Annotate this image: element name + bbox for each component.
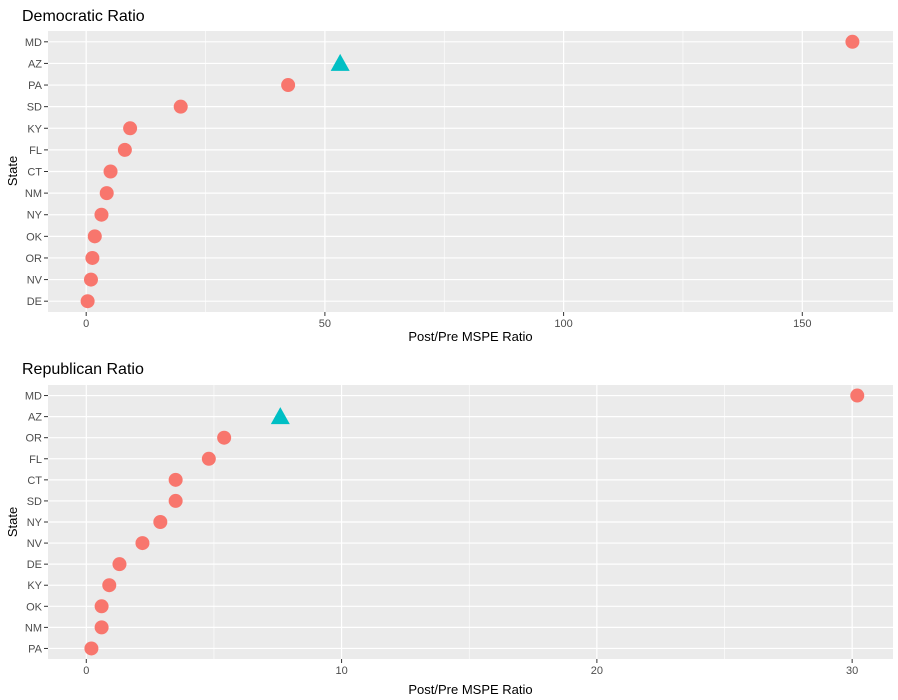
circle-point	[153, 515, 168, 529]
y-axis-label: State	[5, 156, 20, 186]
y-tick-label: OR	[26, 253, 43, 265]
x-axis-ticks: 0 10 20 30	[83, 659, 858, 677]
y-tick-label: CT	[27, 475, 42, 487]
x-axis-label: Post/Pre MSPE Ratio	[408, 682, 532, 697]
y-axis-ticks: MD AZ PA SD KY FL CT NM NY OK OR NV DE	[25, 37, 48, 308]
circle-point	[201, 451, 216, 466]
triangle-point	[270, 407, 290, 425]
y-tick-label: CT	[27, 167, 42, 179]
circle-point	[94, 620, 109, 635]
grid-lines	[48, 385, 893, 659]
x-tick-label: 0	[83, 318, 89, 330]
circle-point	[99, 186, 114, 201]
circle-point	[85, 250, 100, 265]
y-tick-label: AZ	[28, 412, 42, 424]
circle-point	[87, 229, 102, 244]
x-axis-ticks: 0 50 100 150	[83, 312, 811, 330]
y-tick-label: SD	[27, 496, 42, 508]
y-tick-label: AZ	[28, 58, 42, 70]
y-tick-label: SD	[27, 102, 42, 114]
chart-title: Republican Ratio	[22, 361, 144, 378]
y-axis-ticks: MD AZ OR FL CT SD NY NV DE KY OK NM PA	[25, 391, 48, 655]
y-tick-label: NM	[25, 188, 42, 200]
circle-point	[168, 472, 183, 487]
circle-point	[112, 557, 127, 572]
y-tick-label: DE	[27, 559, 42, 571]
y-tick-label: FL	[29, 145, 42, 157]
x-tick-label: 10	[335, 665, 347, 677]
y-tick-label: FL	[29, 454, 42, 466]
x-axis-label: Post/Pre MSPE Ratio	[408, 329, 532, 344]
democratic-ratio-chart: Democratic Ratio MD AZ PA SD KY FL CT NM NY OK OR N…	[5, 8, 893, 344]
circle-point	[83, 272, 98, 287]
y-tick-label: PA	[28, 80, 43, 92]
y-tick-label: OK	[26, 601, 43, 613]
circle-point	[173, 99, 188, 114]
x-tick-label: 20	[591, 665, 603, 677]
circle-point	[135, 536, 150, 551]
y-tick-label: MD	[25, 391, 42, 403]
circle-point	[102, 578, 117, 593]
circle-point	[281, 78, 296, 93]
y-tick-label: NM	[25, 622, 42, 634]
x-tick-label: 30	[846, 665, 858, 677]
circle-point	[103, 164, 118, 179]
y-tick-label: NV	[27, 275, 43, 287]
y-tick-label: NY	[27, 210, 43, 222]
circle-point	[80, 294, 95, 309]
y-tick-label: NY	[27, 517, 43, 529]
y-tick-label: NV	[27, 538, 43, 550]
y-axis-label: State	[5, 507, 20, 537]
republican-ratio-chart: Republican Ratio MD AZ OR FL CT SD NY NV DE KY OK N…	[5, 361, 893, 697]
y-tick-label: KY	[27, 580, 42, 592]
circle-point	[845, 34, 860, 49]
data-points	[84, 388, 865, 656]
circle-point	[117, 142, 132, 157]
circle-point	[123, 121, 138, 136]
triangle-point	[330, 53, 350, 71]
y-tick-label: KY	[27, 123, 42, 135]
circle-point	[217, 430, 232, 445]
x-tick-label: 50	[319, 318, 331, 330]
x-tick-label: 0	[83, 665, 89, 677]
grid-lines	[48, 31, 893, 312]
x-tick-label: 100	[554, 318, 572, 330]
y-tick-label: OR	[26, 433, 43, 445]
y-tick-label: MD	[25, 37, 42, 49]
circle-point	[168, 493, 183, 508]
circle-point	[94, 207, 109, 222]
y-tick-label: DE	[27, 296, 42, 308]
chart-title: Democratic Ratio	[22, 8, 145, 25]
circle-point	[850, 388, 865, 403]
circle-point	[94, 599, 109, 614]
y-tick-label: OK	[26, 231, 43, 243]
data-points	[80, 34, 860, 309]
x-tick-label: 150	[793, 318, 811, 330]
circle-point	[84, 641, 99, 656]
y-tick-label: PA	[28, 643, 43, 655]
